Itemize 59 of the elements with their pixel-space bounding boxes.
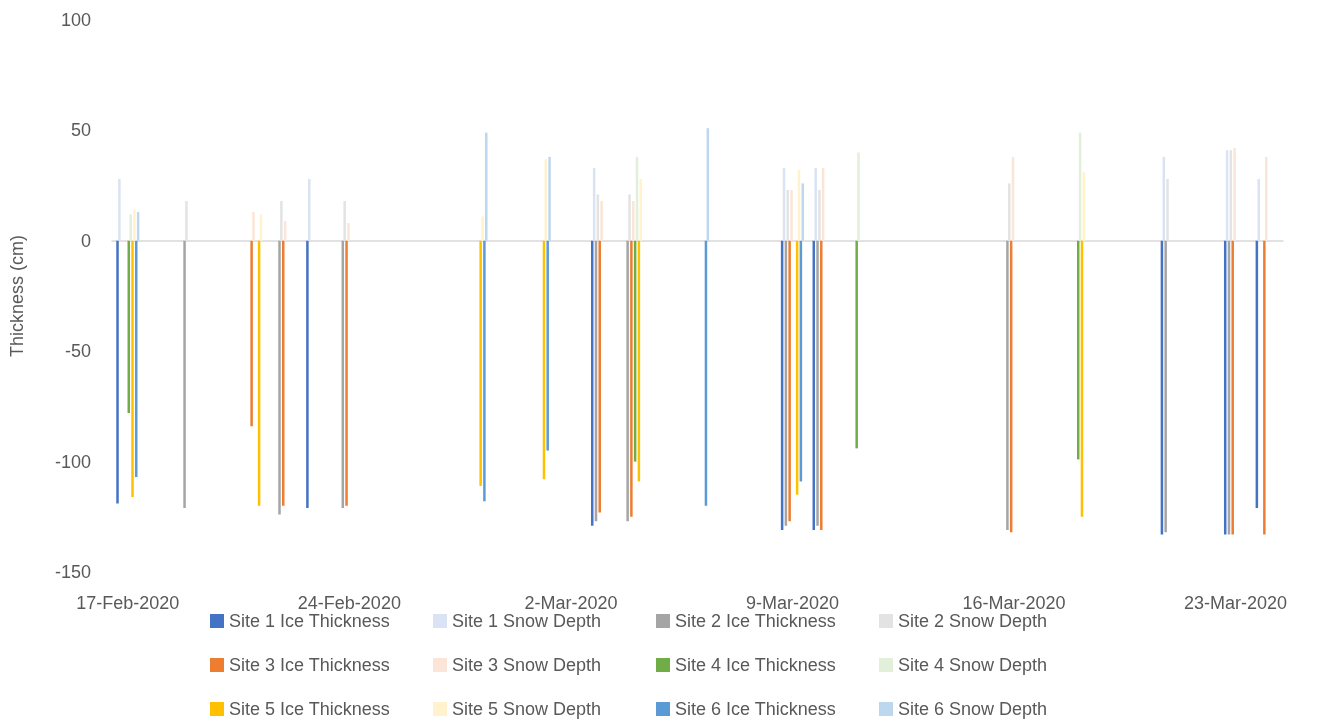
x-tick-label: 23-Mar-2020 — [1184, 593, 1288, 613]
x-tick-label: 9-Mar-2020 — [745, 593, 839, 613]
y-tick-label: 50 — [70, 120, 91, 141]
legend-label: Site 4 Snow Depth — [898, 655, 1048, 675]
legend-label: Site 1 Ice Thickness — [229, 611, 390, 631]
bar — [548, 156, 551, 241]
bar — [1263, 240, 1266, 535]
bar — [630, 240, 633, 517]
legend-label: Site 2 Ice Thickness — [675, 611, 836, 631]
x-tick-label: 17-Feb-2020 — [76, 593, 180, 613]
y-axis-title: Thickness (cm) — [7, 234, 27, 358]
bar — [857, 152, 860, 241]
bar — [1231, 240, 1234, 535]
bar — [598, 240, 601, 513]
bar — [481, 216, 484, 241]
bar — [855, 240, 858, 449]
bar — [546, 240, 549, 451]
bar — [814, 167, 817, 241]
bar — [183, 240, 186, 508]
bar — [118, 178, 121, 241]
y-tick-label: -100 — [54, 451, 91, 472]
bar — [483, 240, 486, 502]
bar — [485, 132, 488, 241]
legend-label: Site 2 Snow Depth — [898, 611, 1048, 631]
bar — [1257, 178, 1260, 241]
y-tick-label: -150 — [54, 562, 91, 582]
bar — [479, 240, 482, 486]
bar — [131, 240, 134, 497]
bar — [1164, 240, 1167, 533]
legend-label: Site 3 Snow Depth — [452, 655, 602, 675]
x-tick-label: 2-Mar-2020 — [524, 593, 618, 613]
x-tick-label: 16-Mar-2020 — [962, 593, 1066, 613]
bar — [116, 240, 119, 504]
bar — [129, 214, 132, 241]
bar — [626, 240, 629, 522]
bar — [306, 240, 309, 508]
bar — [788, 240, 791, 522]
y-tick-label: 100 — [60, 10, 91, 30]
legend-label: Site 4 Ice Thickness — [675, 655, 836, 675]
bar — [135, 240, 138, 478]
legend-label: Site 3 Ice Thickness — [229, 655, 390, 675]
bar — [820, 240, 823, 531]
legend-label: Site 1 Snow Depth — [452, 611, 602, 631]
legend-label: Site 6 Ice Thickness — [675, 699, 836, 719]
y-tick-label: 0 — [80, 230, 91, 251]
y-tick-label: -50 — [64, 341, 91, 362]
bar — [816, 240, 819, 526]
x-tick-label: 24-Feb-2020 — [297, 593, 401, 613]
legend-label: Site 6 Snow Depth — [898, 699, 1048, 719]
bar — [345, 240, 348, 506]
legend-label: Site 5 Ice Thickness — [229, 699, 390, 719]
bar — [282, 240, 285, 506]
bar — [250, 240, 253, 427]
bar — [252, 212, 255, 241]
bar — [1006, 240, 1009, 531]
bar — [278, 240, 281, 515]
legend-label: Site 5 Snow Depth — [452, 699, 602, 719]
bar — [308, 178, 311, 241]
bar — [133, 209, 136, 241]
